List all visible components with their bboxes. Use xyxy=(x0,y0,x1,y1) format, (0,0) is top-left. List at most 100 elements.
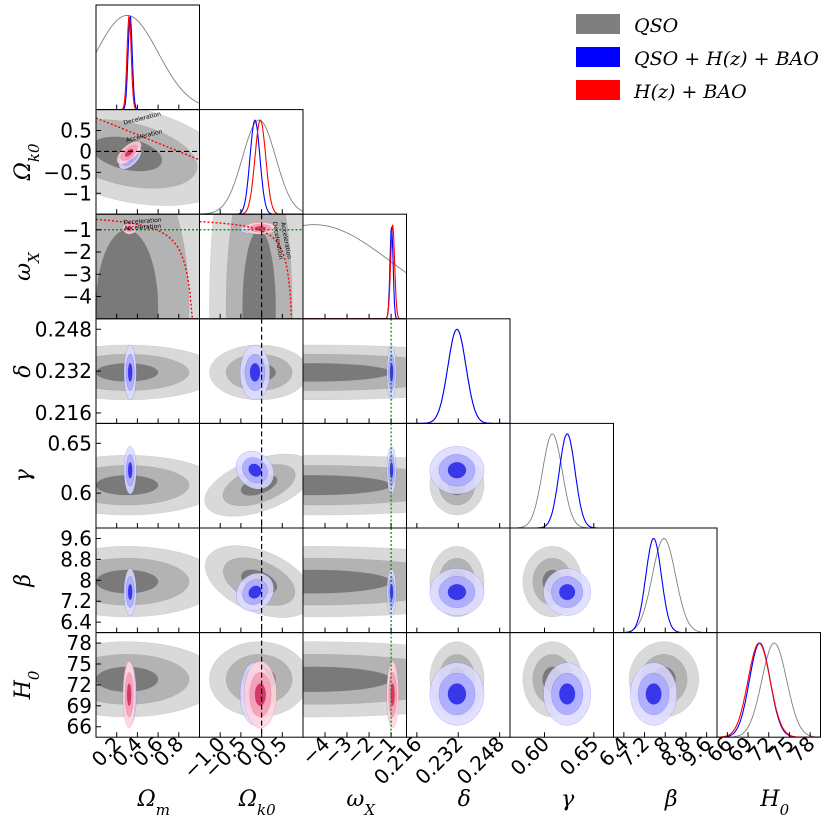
x-axis-label-H0: H0 xyxy=(759,787,789,819)
panel-gamma-vs-Om xyxy=(96,446,200,516)
curve-Om-qso xyxy=(96,15,200,104)
x-tick-label-delta: 0.248 xyxy=(452,732,509,789)
y-tick-label-Ok0: −0.5 xyxy=(43,160,92,184)
x-axis-label-Ok0: Ωk0 xyxy=(238,787,276,819)
boundary-wX-Ok0 xyxy=(199,220,293,319)
curve-Ok0-qso xyxy=(199,119,303,215)
y-tick-label-wX: −2 xyxy=(63,240,92,264)
panel-gamma-vs-delta xyxy=(429,446,485,516)
panel-delta-vs-wX xyxy=(303,344,407,401)
curve-delta-qso xyxy=(406,328,510,424)
contour-3-h-z-bao xyxy=(254,683,266,706)
curve-gamma-qso xyxy=(510,433,614,528)
legend-swatch-qso-h-z-bao xyxy=(576,47,620,67)
y-tick-label-wX: −3 xyxy=(63,262,92,286)
panel-frame xyxy=(406,318,511,424)
y-tick-label-beta: 6.4 xyxy=(60,610,92,634)
y-tick-label-delta: 0.248 xyxy=(35,317,92,341)
contour-3-qso-h-z-bao xyxy=(248,585,262,599)
panel-H0-vs-wX xyxy=(303,641,407,729)
panel-wX-vs-Om xyxy=(96,214,200,319)
y-axis-label-H0: H0 xyxy=(11,670,43,700)
panel-gamma-vs-wX xyxy=(303,446,407,516)
panel-delta-vs-Ok0 xyxy=(209,344,303,401)
panel-frame xyxy=(613,527,718,634)
contour-3-qso-h-z-bao xyxy=(249,363,261,382)
y-tick-label-H0: 72 xyxy=(67,673,92,697)
y-axis-label-gamma: γ xyxy=(11,468,36,482)
contour-3-h-z-bao xyxy=(126,683,132,706)
y-tick-label-wX: −1 xyxy=(63,218,92,242)
legend-label-h-z-bao: H(z) + BAO xyxy=(633,81,747,103)
contour-3-qso-h-z-bao xyxy=(559,584,576,601)
curve-delta-qso-h-z-bao xyxy=(406,328,510,424)
x-axis-label-beta: β xyxy=(664,787,678,812)
y-axis-label-wX: ωX xyxy=(11,251,43,281)
legend-label-qso: QSO xyxy=(634,15,679,37)
panel-beta-vs-wX xyxy=(303,546,407,618)
panel-beta-1d xyxy=(613,538,717,633)
panel-frame xyxy=(509,422,614,529)
contour-3-qso-h-z-bao xyxy=(389,462,394,479)
panel-frame xyxy=(95,4,200,111)
panel-wX-vs-Ok0 xyxy=(199,214,303,319)
contour-3-qso-h-z-bao xyxy=(645,683,662,705)
contour-3-qso-h-z-bao xyxy=(127,462,133,479)
panel-H0-1d xyxy=(717,642,821,738)
curve-wX-qso xyxy=(303,224,407,274)
y-tick-label-H0: 78 xyxy=(67,631,92,655)
boundary-Ok0-Om xyxy=(96,117,200,161)
curve-H0-qso xyxy=(717,642,821,738)
curve-Ok0-qso-h-z-bao xyxy=(199,119,303,215)
panel-delta-vs-Om xyxy=(96,344,200,401)
curve-Om-qso-h-z-bao xyxy=(96,14,200,110)
legend-swatch-h-z-bao xyxy=(576,80,620,100)
curve-Ok0-h-z-bao xyxy=(199,119,303,215)
legend-swatch-qso xyxy=(576,14,620,34)
panel-frame xyxy=(199,109,304,215)
panel-H0-vs-Ok0 xyxy=(209,641,303,729)
panel-delta-1d xyxy=(406,328,510,424)
panel-Ok0-1d xyxy=(199,119,303,215)
y-tick-label-beta: 8.8 xyxy=(60,547,92,571)
panel-H0-vs-delta xyxy=(429,641,485,726)
contour-3-qso-h-z-bao xyxy=(447,584,467,601)
x-axis-label-wX: ωX xyxy=(346,787,376,819)
panel-wX-1d xyxy=(303,224,407,319)
panel-H0-vs-beta xyxy=(628,641,700,726)
annotation-acceleration-wX-Om: Acceleration xyxy=(124,223,162,233)
panel-beta-vs-Ok0 xyxy=(205,545,303,618)
y-tick-label-H0: 69 xyxy=(67,694,92,718)
x-axis-label-delta: δ xyxy=(458,787,471,812)
contour-3-qso-h-z-bao xyxy=(559,683,576,705)
panel-beta-vs-Om xyxy=(96,546,200,618)
x-axis-label-Om: Ωm xyxy=(137,787,170,819)
curve-H0-qso-h-z-bao xyxy=(717,642,821,738)
y-tick-label-delta: 0.216 xyxy=(35,401,92,425)
y-tick-label-delta: 0.232 xyxy=(35,359,92,383)
panel-H0-vs-Om xyxy=(96,641,200,729)
curve-H0-h-z-bao xyxy=(717,642,821,738)
boundary-wX-Om xyxy=(96,218,194,319)
legend-label-qso-h-z-bao: QSO + H(z) + BAO xyxy=(634,48,819,70)
y-tick-label-gamma: 0.65 xyxy=(47,431,92,455)
y-tick-label-H0: 66 xyxy=(67,715,92,739)
panel-frame xyxy=(716,632,821,738)
contour-3-qso-h-z-bao xyxy=(127,363,133,382)
y-axis-label-beta: β xyxy=(11,574,36,588)
y-tick-label-Ok0: 0.5 xyxy=(60,119,92,143)
y-tick-label-Ok0: 0 xyxy=(79,139,92,163)
contour-3-qso-h-z-bao xyxy=(447,683,467,705)
y-axis-label-Ok0: Ωk0 xyxy=(11,143,43,181)
y-tick-label-Ok0: −1 xyxy=(63,181,92,205)
curve-wX-h-z-bao xyxy=(303,224,407,319)
contour-3-qso-h-z-bao xyxy=(127,584,133,601)
y-axis-label-delta: δ xyxy=(11,364,36,377)
contour-3-qso-h-z-bao xyxy=(447,462,467,479)
annotation-deceleration-wX-Om: Deceleration xyxy=(123,217,162,227)
y-tick-label-wX: −4 xyxy=(63,285,92,309)
panel-beta-vs-delta xyxy=(429,546,485,618)
curve-beta-qso xyxy=(613,538,717,633)
y-tick-label-beta: 8 xyxy=(79,568,92,592)
